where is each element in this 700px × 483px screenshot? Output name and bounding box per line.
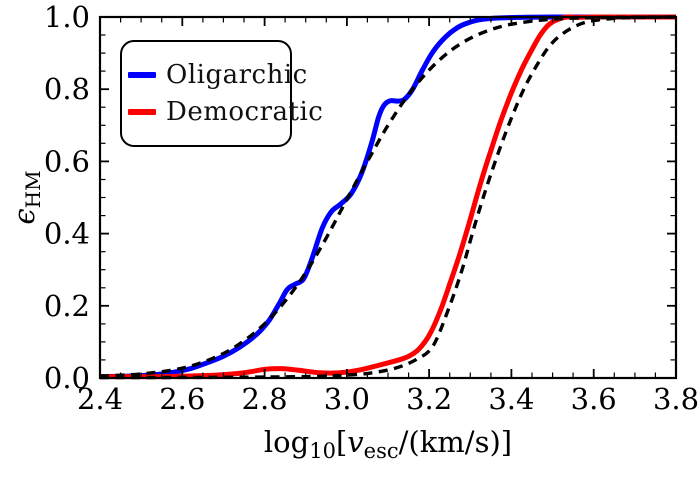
- legend-item-democratic: Democratic: [128, 99, 323, 125]
- plot-frame: [98, 15, 678, 380]
- y-tick-label: 0.2: [44, 289, 90, 323]
- legend-label-oligarchic: Oligarchic: [166, 60, 308, 90]
- x-axis-label: log10[vesc/(km/s)]: [264, 425, 512, 463]
- legend: Oligarchic Democratic: [120, 40, 323, 147]
- y-tick-label: 0.0: [44, 361, 90, 395]
- curve-democratic: [99, 14, 677, 380]
- curve-democratic-fit: [99, 15, 677, 380]
- x-tick-label: 2.6: [159, 382, 205, 416]
- y-tick-label: 0.6: [44, 144, 90, 178]
- oligarchic-line-swatch: [128, 72, 156, 78]
- x-tick-label: 3.6: [571, 382, 617, 416]
- curve-oligarchic: [99, 14, 677, 380]
- x-tick-label: 2.8: [242, 382, 288, 416]
- y-axis-label: ϵHM: [7, 170, 45, 224]
- y-tick-label: 0.4: [44, 217, 90, 251]
- x-tick-label: 3.4: [488, 382, 534, 416]
- democratic-line-swatch: [128, 109, 156, 115]
- legend-label-democratic: Democratic: [166, 97, 324, 127]
- legend-item-oligarchic: Oligarchic: [128, 62, 307, 88]
- x-tick-label: 3.8: [653, 382, 699, 416]
- x-tick-label: 2.4: [77, 382, 123, 416]
- x-tick-label: 3.2: [406, 382, 452, 416]
- x-tick-label: 3.0: [324, 382, 370, 416]
- y-tick-label: 0.8: [44, 72, 90, 106]
- y-tick-label: 1.0: [44, 0, 90, 34]
